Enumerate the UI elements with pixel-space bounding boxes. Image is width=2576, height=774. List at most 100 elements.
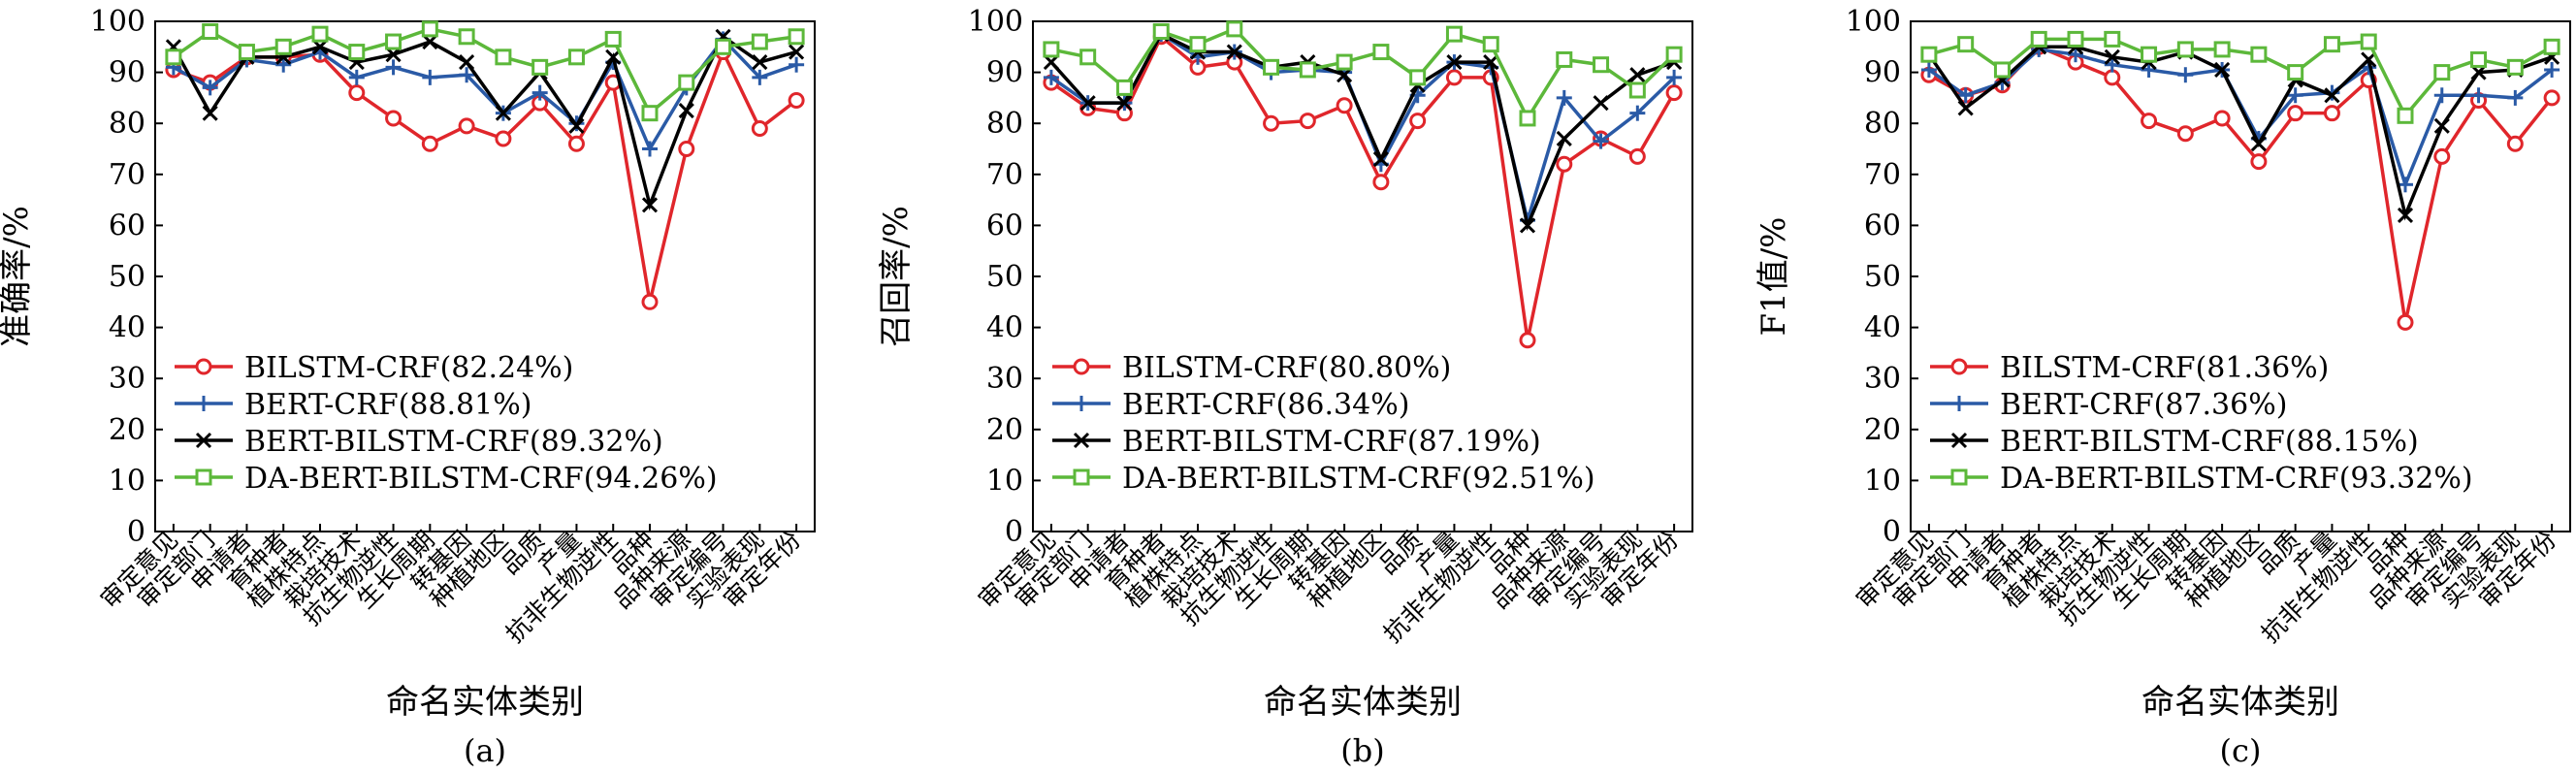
data-point [1556,155,1573,173]
legend-marker [196,396,211,411]
legend-marker [1074,396,1089,411]
y-tick-label: 70 [986,158,1023,192]
y-tick-label: 80 [1864,107,1901,141]
y-tick-label: 100 [90,5,145,39]
legend-entry: BILSTM-CRF(82.24%) [244,351,573,385]
data-point [752,69,768,85]
data-point [2213,41,2231,58]
data-point [2323,36,2340,53]
data-point [641,105,659,122]
data-point [1593,133,1609,149]
data-point [458,117,475,135]
data-point [275,56,292,73]
y-tick-label: 80 [109,107,145,141]
data-point [385,59,402,76]
data-point [2507,89,2524,106]
data-point [751,119,768,137]
legend-marker [1950,468,1968,486]
data-point [1445,25,1463,43]
legend-marker [195,432,212,449]
data-point [1629,105,1646,121]
data-point [678,141,695,157]
data-point [2470,50,2488,68]
data-point [1556,130,1572,147]
data-point [2397,107,2414,124]
data-point [2323,105,2340,122]
data-point [238,44,255,61]
data-point [1665,84,1683,102]
legend-entry: DA-BERT-BILSTM-CRF(94.26%) [244,462,718,496]
y-tick-label: 40 [1864,311,1901,345]
data-point [2287,64,2304,81]
data-point [1372,174,1390,191]
data-point [2030,30,2047,48]
legend-marker [1951,396,1967,411]
data-point [2506,58,2524,76]
data-point [1189,36,1207,53]
y-tick-label: 10 [986,464,1023,498]
data-point [348,84,366,102]
data-point [458,28,475,46]
data-point [2543,89,2560,107]
data-point [1957,36,1975,53]
data-point [2176,41,2194,58]
y-tick-label: 50 [109,260,145,294]
data-point [642,141,658,157]
legend-entry: BERT-BILSTM-CRF(89.32%) [244,425,663,459]
data-point [2433,147,2451,165]
data-point [531,58,549,76]
data-point [1079,48,1097,66]
data-point [2141,113,2158,130]
data-point [1556,89,1572,106]
data-point [2104,56,2120,73]
data-point [2104,48,2120,65]
data-point [2324,87,2340,104]
legend-entry: BERT-CRF(86.34%) [1122,388,1409,422]
data-point [1666,69,1683,85]
data-point [1336,53,1353,71]
data-point [2433,87,2450,104]
data-point [604,30,622,48]
legend-entry: BERT-CRF(87.36%) [2000,388,2287,422]
legend-entry: BERT-CRF(88.81%) [244,388,531,422]
y-tick-label: 70 [109,158,145,192]
data-point [1299,113,1316,130]
data-point [1115,79,1133,96]
data-point [1226,20,1243,38]
y-tick-label: 100 [968,5,1023,39]
data-point [2068,47,2083,63]
y-tick-label: 10 [1864,464,1901,498]
data-point [1226,44,1242,60]
data-point [1920,46,1938,63]
series-line-3 [172,34,797,211]
y-tick-label: 60 [986,209,1023,242]
data-point [2287,105,2304,122]
data-point [1483,54,1499,71]
data-point [751,33,768,50]
y-tick-label: 0 [1883,515,1901,549]
data-point [274,38,292,55]
data-point [1519,332,1536,349]
data-point [348,69,365,85]
data-point [2250,153,2268,171]
data-point [2250,46,2268,63]
data-point [641,293,659,310]
legend: BILSTM-CRF(81.36%)BERT-CRF(87.36%)BERT-B… [1930,351,2473,496]
data-point [2543,38,2560,55]
data-point [1556,50,1573,68]
data-point [2177,67,2194,83]
data-point [1628,147,1646,165]
data-point [1957,100,1974,116]
legend-entry: BILSTM-CRF(81.36%) [2000,351,2329,385]
panel-label: (c) [2220,732,2262,769]
data-point [2067,30,2084,48]
y-tick-label: 50 [986,260,1023,294]
data-point [2361,51,2377,68]
data-point [2250,136,2267,152]
x-axis-label: 命名实体类别 [2141,683,2339,722]
legend-marker [195,468,212,486]
data-point [1409,113,1427,130]
data-point [1263,114,1280,132]
data-point [1920,61,1937,78]
